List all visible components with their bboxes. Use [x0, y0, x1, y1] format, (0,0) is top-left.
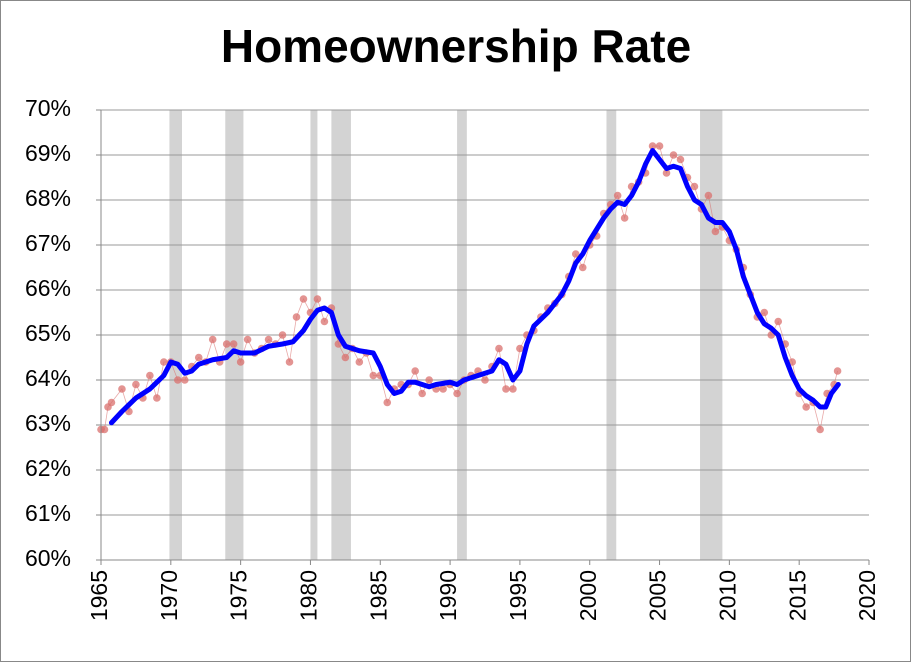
y-tick-label: 70% — [25, 95, 71, 121]
data-point — [194, 353, 203, 362]
data-point — [516, 344, 524, 353]
data-point — [208, 335, 217, 344]
data-point — [278, 331, 287, 339]
data-point — [132, 380, 140, 389]
data-point — [676, 155, 685, 164]
data-point — [236, 358, 245, 366]
data-point — [320, 317, 329, 326]
data-point — [174, 376, 182, 384]
data-point — [425, 376, 433, 384]
y-tick-label: 68% — [25, 185, 71, 211]
data-point — [495, 344, 503, 353]
x-tick-label: 1980 — [296, 570, 322, 621]
data-point — [620, 214, 629, 222]
y-tick-label: 65% — [25, 320, 71, 346]
x-tick-label: 2015 — [784, 570, 810, 621]
data-point — [264, 335, 273, 344]
data-point — [662, 169, 671, 177]
data-point — [100, 425, 109, 434]
y-tick-label: 69% — [25, 140, 71, 166]
data-point — [613, 191, 622, 200]
data-point — [760, 308, 769, 317]
data-point — [648, 142, 657, 150]
y-tick-label: 60% — [25, 545, 71, 571]
x-tick-label: 2010 — [714, 570, 740, 621]
data-point — [669, 151, 678, 159]
data-point — [107, 398, 116, 407]
data-point — [313, 295, 322, 303]
data-point — [690, 182, 699, 191]
x-tick-label: 1965 — [86, 570, 112, 621]
data-point — [355, 358, 364, 366]
data-point — [571, 250, 580, 258]
data-point — [341, 353, 350, 362]
data-point — [833, 367, 842, 375]
y-tick-label: 64% — [25, 365, 71, 391]
data-point — [369, 371, 378, 380]
chart-title: Homeownership Rate — [221, 20, 691, 72]
data-point — [180, 376, 189, 384]
data-point — [285, 358, 294, 366]
x-tick-label: 1970 — [156, 570, 182, 621]
data-point — [453, 389, 461, 398]
data-point — [802, 403, 810, 411]
data-point — [222, 340, 231, 348]
data-point — [509, 385, 517, 393]
data-point — [502, 385, 510, 393]
x-tick-label: 2000 — [575, 570, 601, 621]
data-point — [411, 367, 419, 375]
x-tick-label: 2020 — [854, 570, 880, 621]
data-point — [704, 191, 713, 200]
y-tick-label: 63% — [25, 410, 71, 436]
data-point — [160, 358, 168, 366]
x-tick-label: 1975 — [226, 570, 252, 621]
x-tick-label: 1995 — [505, 570, 531, 621]
data-point — [481, 376, 489, 384]
data-point — [146, 371, 154, 380]
data-point — [439, 385, 447, 393]
data-point — [299, 295, 308, 303]
data-point — [418, 389, 426, 398]
y-tick-label: 67% — [25, 230, 71, 256]
y-tick-label: 62% — [25, 455, 71, 481]
y-tick-label: 61% — [25, 500, 71, 526]
data-point — [578, 263, 587, 272]
data-point — [774, 317, 783, 326]
data-point — [118, 385, 126, 393]
data-point — [711, 227, 720, 236]
trend-line — [108, 148, 841, 426]
data-point — [383, 398, 392, 407]
x-tick-label: 1990 — [435, 570, 461, 621]
data-point — [655, 142, 664, 150]
data-point — [229, 340, 238, 348]
data-point — [292, 313, 301, 321]
x-tick-label: 2005 — [645, 570, 671, 621]
data-point — [816, 425, 824, 434]
y-tick-label: 66% — [25, 275, 71, 301]
data-point — [153, 394, 161, 402]
x-tick-label: 1985 — [365, 570, 391, 621]
data-point — [243, 335, 252, 344]
